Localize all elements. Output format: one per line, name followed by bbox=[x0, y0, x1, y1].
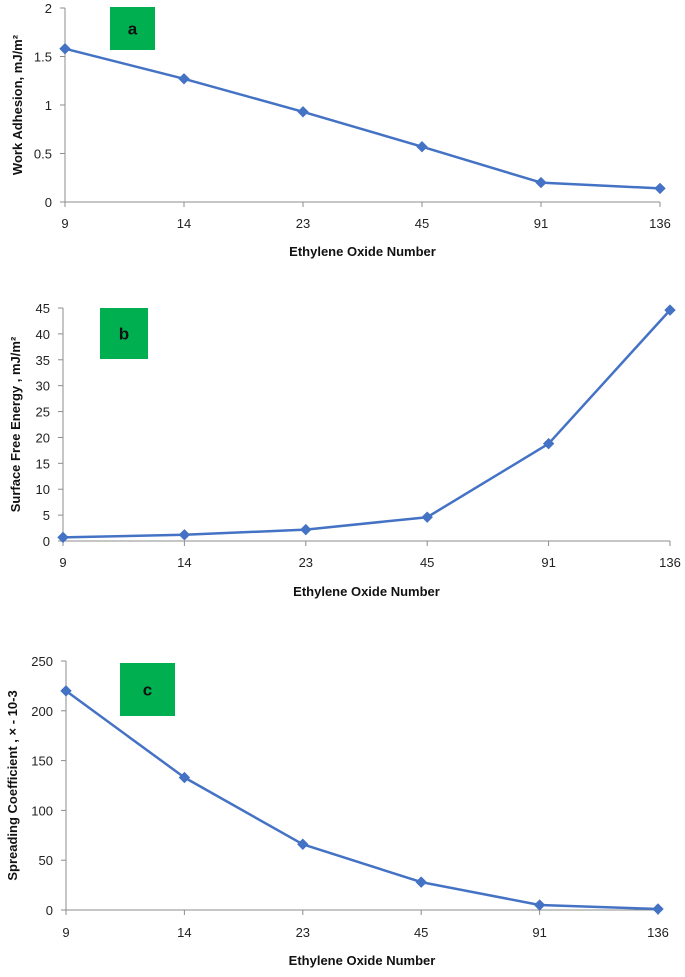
data-point-marker bbox=[652, 903, 664, 915]
data-point-marker bbox=[654, 182, 666, 195]
x-tick-label: 23 bbox=[299, 555, 313, 570]
y-tick-label: 0 bbox=[45, 195, 52, 210]
x-axis-title: Ethylene Oxide Number bbox=[289, 244, 436, 259]
x-tick-label: 9 bbox=[62, 925, 69, 940]
y-axis-title: Spreading Coefficient , × - 10-3 bbox=[5, 690, 20, 880]
data-point-marker bbox=[415, 876, 427, 888]
data-point-marker bbox=[542, 437, 555, 450]
panel-label-box bbox=[110, 7, 155, 50]
y-tick-label: 30 bbox=[36, 379, 50, 394]
data-point-marker bbox=[300, 523, 312, 536]
y-tick-label: 150 bbox=[31, 754, 53, 769]
y-tick-label: 40 bbox=[36, 327, 50, 342]
data-point-marker bbox=[421, 511, 433, 523]
x-tick-label: 45 bbox=[414, 925, 428, 940]
data-point-marker bbox=[297, 106, 309, 118]
y-tick-label: 20 bbox=[36, 430, 50, 445]
panel-label-box bbox=[120, 663, 175, 716]
data-point-marker bbox=[178, 73, 190, 85]
y-tick-label: 10 bbox=[36, 482, 50, 497]
y-tick-label: 250 bbox=[31, 654, 53, 669]
series-line bbox=[62, 309, 671, 539]
series-line bbox=[64, 47, 661, 190]
y-tick-label: 2 bbox=[45, 1, 52, 16]
x-tick-label: 14 bbox=[177, 925, 191, 940]
panel-label-box bbox=[100, 308, 148, 359]
x-tick-label: 14 bbox=[177, 555, 191, 570]
y-tick-label: 0.5 bbox=[34, 147, 52, 162]
y-tick-label: 50 bbox=[39, 853, 53, 868]
y-tick-label: 100 bbox=[31, 803, 53, 818]
x-tick-label: 45 bbox=[415, 216, 429, 231]
panel-label: c bbox=[143, 681, 152, 700]
y-tick-label: 0 bbox=[46, 903, 53, 918]
y-tick-label: 15 bbox=[36, 456, 50, 471]
data-point-marker bbox=[57, 531, 69, 544]
panel-label: a bbox=[128, 20, 138, 39]
x-tick-label: 91 bbox=[532, 925, 546, 940]
x-tick-label: 136 bbox=[647, 925, 669, 940]
data-point-marker bbox=[297, 838, 309, 850]
data-point-marker bbox=[59, 43, 71, 55]
y-tick-label: 1.5 bbox=[34, 50, 52, 65]
data-point-marker bbox=[60, 685, 72, 697]
y-tick-label: 1 bbox=[45, 98, 52, 113]
x-tick-label: 9 bbox=[59, 555, 66, 570]
data-point-marker bbox=[416, 141, 428, 153]
x-tick-label: 23 bbox=[296, 925, 310, 940]
x-tick-label: 136 bbox=[659, 555, 681, 570]
x-tick-label: 91 bbox=[541, 555, 555, 570]
data-point-marker bbox=[535, 176, 547, 189]
x-axis-title: Ethylene Oxide Number bbox=[289, 953, 436, 968]
data-point-marker bbox=[178, 771, 191, 784]
data-point-marker bbox=[533, 899, 546, 911]
data-point-marker bbox=[178, 529, 191, 541]
data-point-marker bbox=[664, 304, 676, 316]
y-tick-label: 0 bbox=[43, 534, 50, 549]
y-tick-label: 45 bbox=[36, 301, 50, 316]
x-tick-label: 136 bbox=[649, 216, 671, 231]
y-tick-label: 35 bbox=[36, 353, 50, 368]
chart-panel-a: 0 0.5 1 1.5 2 9 14 23 45 91 136 Ethylene Oxide Numb… bbox=[10, 1, 671, 259]
x-tick-label: 14 bbox=[177, 216, 191, 231]
y-tick-label: 200 bbox=[31, 704, 53, 719]
series-line bbox=[65, 689, 659, 911]
y-tick-label: 5 bbox=[43, 508, 50, 523]
x-tick-label: 45 bbox=[420, 555, 434, 570]
x-tick-label: 91 bbox=[534, 216, 548, 231]
y-axis-title: Surface Free Energy , mJ/m² bbox=[8, 336, 23, 512]
x-axis-title: Ethylene Oxide Number bbox=[293, 584, 440, 599]
x-tick-label: 9 bbox=[61, 216, 68, 231]
panel-label: b bbox=[119, 325, 129, 344]
y-axis-title: Work Adhesion, mJ/m² bbox=[10, 34, 25, 175]
y-tick-label: 25 bbox=[36, 405, 50, 420]
chart-panel-b: 0 5 10 15 20 25 30 35 40 45 9 14 23 45 91 136 Ethylene O… bbox=[8, 301, 681, 599]
x-tick-label: 23 bbox=[296, 216, 310, 231]
chart-panel-c: 0 50 100 150 200 250 9 14 23 45 91 136 Ethylene Oxid… bbox=[5, 654, 669, 968]
